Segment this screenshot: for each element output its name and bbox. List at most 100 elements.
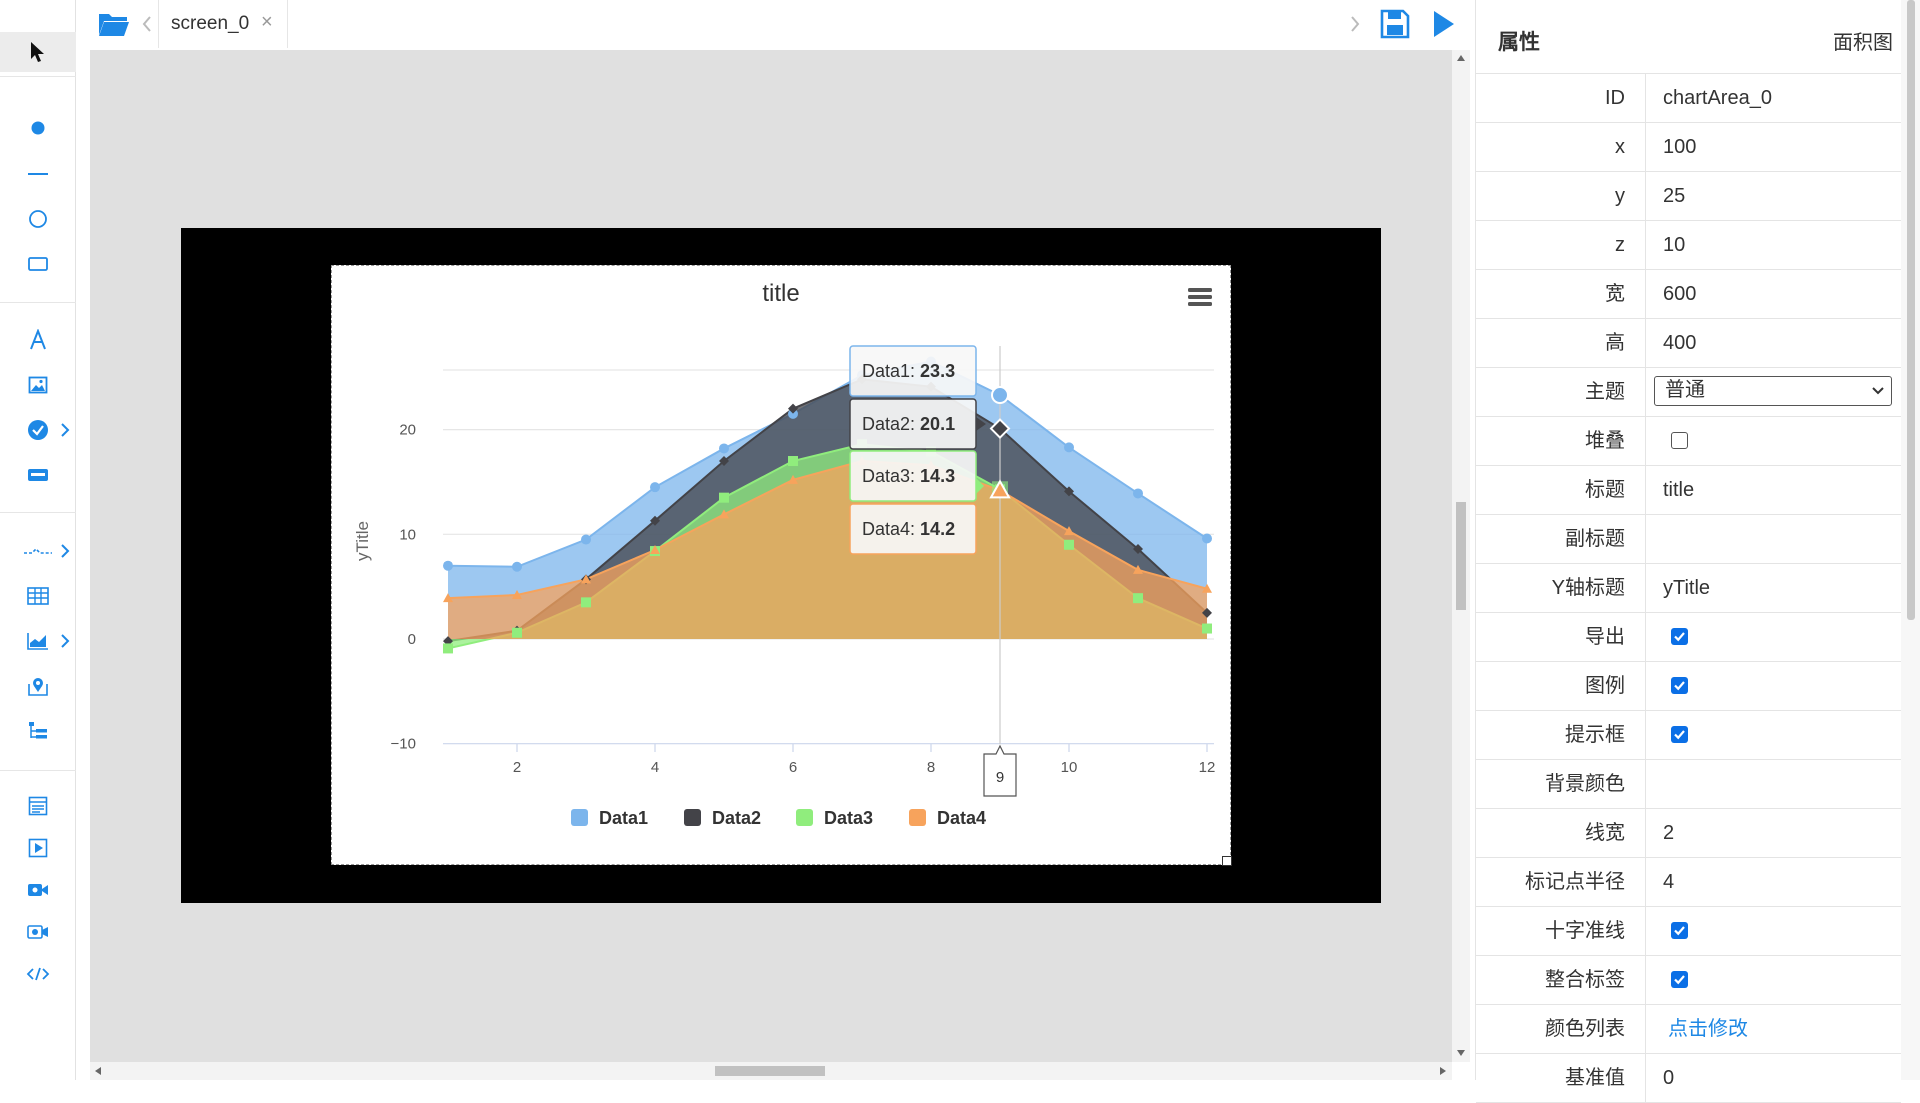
tab-scroll-right[interactable] (1350, 15, 1362, 35)
y-input[interactable]: 25 (1663, 185, 1686, 207)
page-tool[interactable] (0, 786, 76, 826)
point-data1[interactable] (650, 482, 660, 493)
save-button[interactable] (1380, 9, 1410, 39)
circle-tool[interactable] (0, 199, 76, 239)
point-data1[interactable] (1202, 533, 1212, 544)
point-data1[interactable] (719, 443, 729, 454)
line-width-input[interactable]: 2 (1663, 822, 1675, 844)
point-data3[interactable] (1064, 539, 1074, 550)
chart-tool[interactable] (0, 621, 76, 661)
legend-item-data3[interactable]: Data3 (796, 808, 873, 828)
code-tool[interactable] (0, 954, 76, 994)
point-data1[interactable] (1133, 488, 1143, 499)
crosshair-checkbox[interactable] (1671, 922, 1688, 939)
export-checkbox[interactable] (1671, 628, 1688, 645)
cursor-icon (31, 42, 44, 62)
point-data2[interactable] (719, 456, 729, 467)
vertical-scroll-thumb[interactable] (1456, 502, 1466, 610)
x-tick-label: 4 (651, 759, 659, 776)
properties-title: 属性 (1498, 31, 1540, 54)
z-input[interactable]: 10 (1663, 234, 1686, 256)
baseline-input[interactable]: 0 (1663, 1067, 1675, 1089)
point-data4[interactable] (1202, 583, 1212, 593)
connector-tool[interactable] (0, 531, 76, 571)
line-tool[interactable] (0, 154, 76, 194)
point-data1[interactable] (788, 408, 798, 419)
point-data3[interactable] (512, 627, 522, 638)
point-data3[interactable] (1133, 593, 1143, 604)
resize-handle[interactable] (1222, 856, 1232, 866)
select-tool[interactable] (0, 32, 76, 72)
table-icon (27, 587, 49, 605)
legend-item-data4[interactable]: Data4 (909, 808, 986, 828)
legend-item-data2[interactable]: Data2 (684, 808, 761, 828)
video-tool[interactable] (0, 870, 76, 910)
circle-icon (29, 210, 47, 228)
camera-tool[interactable] (0, 912, 76, 952)
point-data4[interactable] (581, 574, 591, 584)
export-menu-button[interactable] (1188, 288, 1212, 306)
x-input[interactable]: 100 (1663, 136, 1697, 158)
id-input[interactable]: chartArea_0 (1663, 87, 1772, 109)
x-tick-label: 10 (1061, 759, 1078, 776)
legend-swatch (909, 809, 926, 826)
media-tool[interactable] (0, 828, 76, 868)
point-data4[interactable] (512, 590, 522, 600)
point-data1[interactable] (581, 534, 591, 545)
image-tool[interactable] (0, 365, 76, 405)
point-data2[interactable] (788, 403, 798, 414)
point-data4[interactable] (1064, 526, 1074, 536)
save-icon (1380, 9, 1410, 39)
tooltip-data4: Data4: 14.2 (849, 503, 977, 555)
point-data3[interactable] (1202, 623, 1212, 634)
properties-scroll-thumb[interactable] (1907, 0, 1915, 620)
tab-scroll-left[interactable] (142, 15, 154, 35)
button-tool[interactable] (0, 455, 76, 495)
text-tool[interactable] (0, 320, 76, 360)
theme-select[interactable]: 普通 (1654, 376, 1892, 406)
horizontal-scroll-thumb[interactable] (715, 1066, 825, 1076)
point-data4[interactable] (1133, 564, 1143, 574)
color-list-edit-link[interactable]: 点击修改 (1668, 1018, 1748, 1040)
table-tool[interactable] (0, 576, 76, 616)
point-data1[interactable] (1064, 442, 1074, 453)
run-button[interactable] (1432, 10, 1458, 40)
point-data3[interactable] (443, 643, 453, 654)
legend-checkbox[interactable] (1671, 677, 1688, 694)
map-tool[interactable] (0, 666, 76, 706)
shared-tooltip-checkbox[interactable] (1671, 971, 1688, 988)
horizontal-scrollbar[interactable] (90, 1062, 1452, 1080)
point-data4[interactable] (443, 593, 453, 603)
tab-screen-0[interactable]: screen_0 × (158, 0, 288, 48)
height-input[interactable]: 400 (1663, 332, 1697, 354)
marker-radius-input[interactable]: 4 (1663, 871, 1675, 893)
width-input[interactable]: 600 (1663, 283, 1697, 305)
checkbox-tool[interactable] (0, 410, 76, 450)
legend-item-data1[interactable]: Data1 (571, 808, 648, 828)
title-input[interactable]: title (1663, 479, 1695, 501)
y-axis-title-input[interactable]: yTitle (1663, 577, 1711, 599)
point-data2[interactable] (650, 515, 660, 526)
point-data2[interactable] (1202, 607, 1212, 618)
point-tool[interactable] (0, 108, 76, 148)
point-data1[interactable] (512, 561, 522, 572)
tooltip-checkbox[interactable] (1671, 726, 1688, 743)
point-data4[interactable] (650, 545, 660, 555)
open-folder-button[interactable] (98, 10, 130, 40)
point-data3[interactable] (581, 597, 591, 608)
rectangle-tool[interactable] (0, 244, 76, 284)
point-data1[interactable] (443, 560, 453, 571)
point-data3[interactable] (788, 456, 798, 467)
vertical-scrollbar[interactable] (1452, 50, 1470, 1062)
chart-area-component[interactable]: title yTitle 2 4 6 8 10 12 20 10 0 −10 9 Data1: … (331, 265, 1232, 866)
point-data2[interactable] (1133, 543, 1143, 554)
properties-scrollbar[interactable] (1901, 0, 1920, 1080)
tree-tool[interactable] (0, 711, 76, 751)
stack-checkbox[interactable] (1671, 432, 1688, 449)
legend-label: Data1 (599, 808, 648, 828)
tab-close-icon[interactable]: × (261, 11, 273, 33)
point-data3[interactable] (719, 492, 729, 503)
point-data2[interactable] (1064, 486, 1074, 497)
point-data4[interactable] (788, 474, 798, 484)
point-data4[interactable] (719, 509, 729, 519)
